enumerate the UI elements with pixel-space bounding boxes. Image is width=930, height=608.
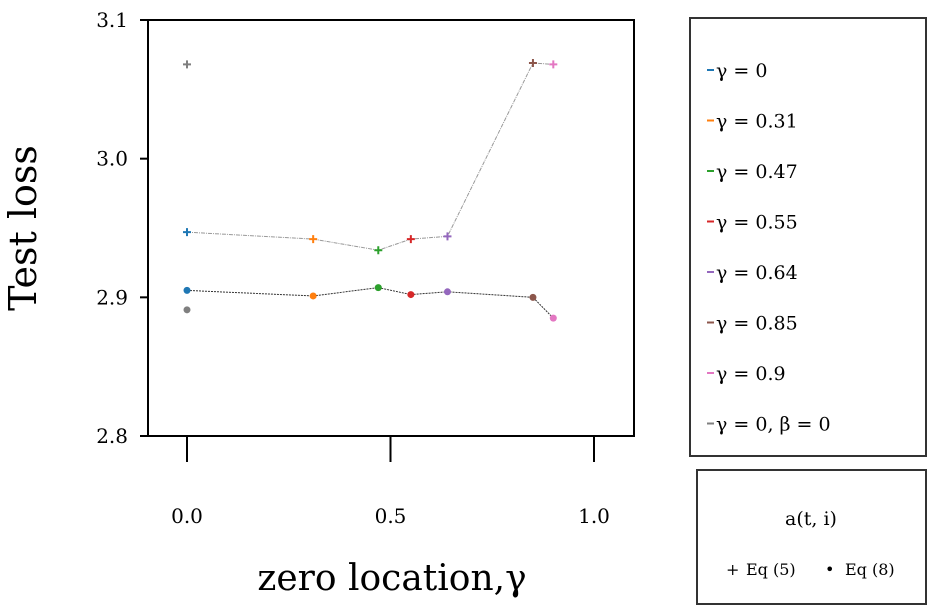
x-tick-label: 1.0	[578, 504, 610, 528]
eq5-point	[549, 60, 558, 69]
eq8-point	[549, 314, 557, 322]
x-tick-label: 0.0	[171, 504, 203, 528]
eq5-point	[183, 228, 191, 237]
eq5-point	[528, 58, 537, 67]
eq8-point	[529, 293, 537, 301]
eq8-line	[186, 287, 554, 319]
legend-label: γ = 0.31	[716, 111, 798, 133]
eq8-point	[374, 284, 382, 292]
eq8-point	[183, 286, 191, 294]
plot-frame	[147, 19, 635, 437]
eq5-point	[443, 232, 452, 241]
marker-legend-eq5: Eq (5)	[746, 560, 796, 579]
marker-dot-icon: •	[825, 560, 834, 579]
eq5-point	[374, 246, 383, 255]
eq5-point	[183, 60, 191, 69]
marker-legend-box	[696, 469, 927, 605]
legend-label: γ = 0	[716, 60, 767, 82]
eq5-point	[309, 235, 318, 244]
legend-label: γ = 0, β = 0	[716, 414, 831, 436]
legend-label: γ = 0.9	[716, 363, 786, 385]
y-tick-label: 3.1	[96, 8, 128, 32]
eq8-point	[407, 291, 415, 299]
eq8-point	[183, 306, 191, 314]
legend-label: γ = 0.47	[716, 161, 798, 183]
eq8-point	[309, 292, 317, 300]
eq8-point	[443, 288, 451, 296]
eq5-point	[406, 235, 415, 244]
y-axis-label: Test loss	[1, 145, 45, 311]
x-axis-label: zero location,γ	[257, 558, 526, 599]
legend-label: γ = 0.55	[716, 212, 798, 234]
marker-legend-eq8: Eq (8)	[845, 560, 895, 579]
eq5-line	[186, 62, 554, 251]
marker-plus-icon: +	[726, 560, 739, 579]
legend-label: γ = 0.85	[716, 313, 798, 335]
legend-label: γ = 0.64	[716, 262, 798, 284]
x-tick-label: 0.5	[375, 504, 407, 528]
y-tick-label: 3.0	[96, 147, 128, 171]
marker-legend-title: a(t, i)	[785, 508, 837, 530]
y-tick-label: 2.8	[96, 424, 128, 448]
y-tick-label: 2.9	[96, 285, 128, 309]
legend-box	[689, 17, 927, 457]
